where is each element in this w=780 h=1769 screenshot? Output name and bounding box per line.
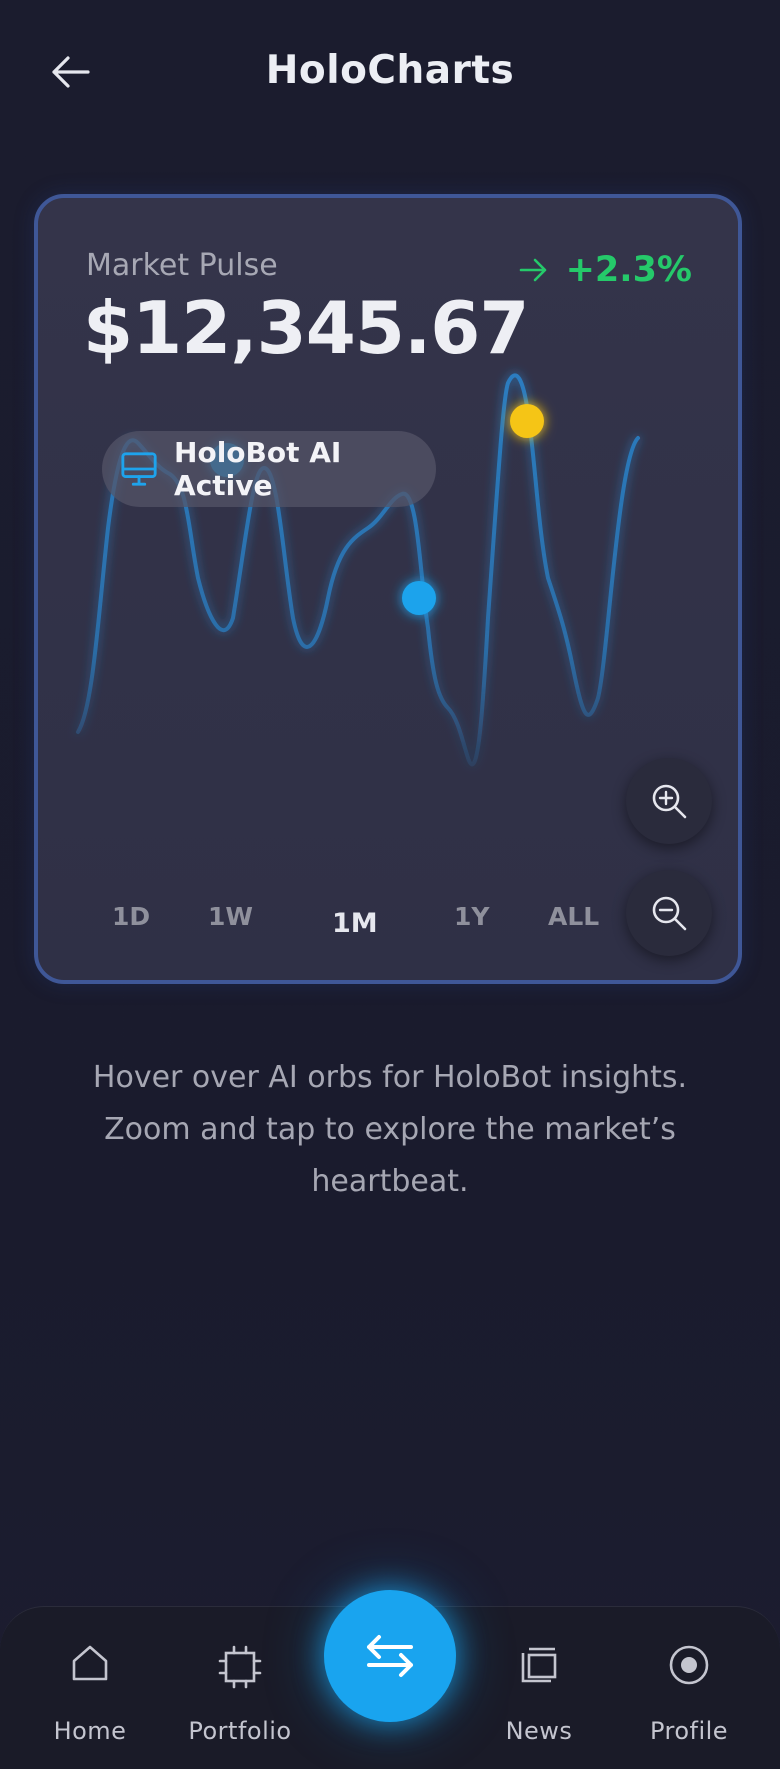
home-icon: [72, 1645, 108, 1681]
back-button[interactable]: [48, 50, 98, 94]
ai-orb-2[interactable]: [402, 581, 436, 615]
arrow-right-icon: [519, 258, 546, 282]
nav-portfolio-label: Portfolio: [188, 1717, 292, 1745]
range-1w[interactable]: 1W: [208, 902, 253, 931]
range-1d[interactable]: 1D: [112, 902, 151, 931]
range-1y[interactable]: 1Y: [454, 902, 490, 931]
nav-home[interactable]: Home: [15, 1607, 165, 1757]
change-indicator: +2.3%: [518, 250, 692, 290]
holobot-status-pill[interactable]: HoloBot AI Active: [102, 431, 436, 507]
swap-arrows-icon: [367, 1635, 413, 1677]
nav-news[interactable]: News: [464, 1607, 614, 1757]
market-card: Market Pulse $12,345.67 +2.3% HoloBot AI…: [34, 194, 742, 984]
monitor-icon: [121, 452, 157, 486]
nav-news-label: News: [505, 1717, 573, 1745]
nav-profile[interactable]: Profile: [614, 1607, 764, 1757]
profile-icon: [669, 1645, 709, 1685]
change-value: +2.3%: [565, 250, 692, 290]
hint-text: Hover over AI orbs for HoloBot insights.…: [92, 1060, 688, 1199]
price-value: $12,345.67: [83, 286, 529, 370]
news-icon: [521, 1647, 557, 1683]
ai-orb-3[interactable]: [510, 404, 544, 438]
market-label: Market Pulse: [86, 248, 278, 283]
range-all[interactable]: ALL: [548, 902, 600, 931]
zoom-in-button[interactable]: [626, 758, 712, 844]
top-bar: HoloCharts: [0, 0, 780, 150]
zoom-out-button[interactable]: [626, 870, 712, 956]
nav-profile-label: Profile: [649, 1717, 729, 1745]
chip-icon: [218, 1645, 262, 1689]
zoom-out-icon: [652, 896, 687, 931]
range-1m[interactable]: 1M: [332, 908, 378, 939]
holobot-label: HoloBot AI Active: [174, 436, 342, 502]
swap-fab-button[interactable]: [324, 1590, 456, 1722]
zoom-in-icon: [652, 784, 687, 819]
arrow-left-icon: [52, 56, 90, 88]
nav-home-label: Home: [53, 1717, 127, 1745]
time-range-selector: 1D 1W 1M 1Y ALL: [38, 888, 738, 939]
nav-portfolio[interactable]: Portfolio: [165, 1607, 315, 1757]
page-title: HoloCharts: [265, 48, 515, 93]
